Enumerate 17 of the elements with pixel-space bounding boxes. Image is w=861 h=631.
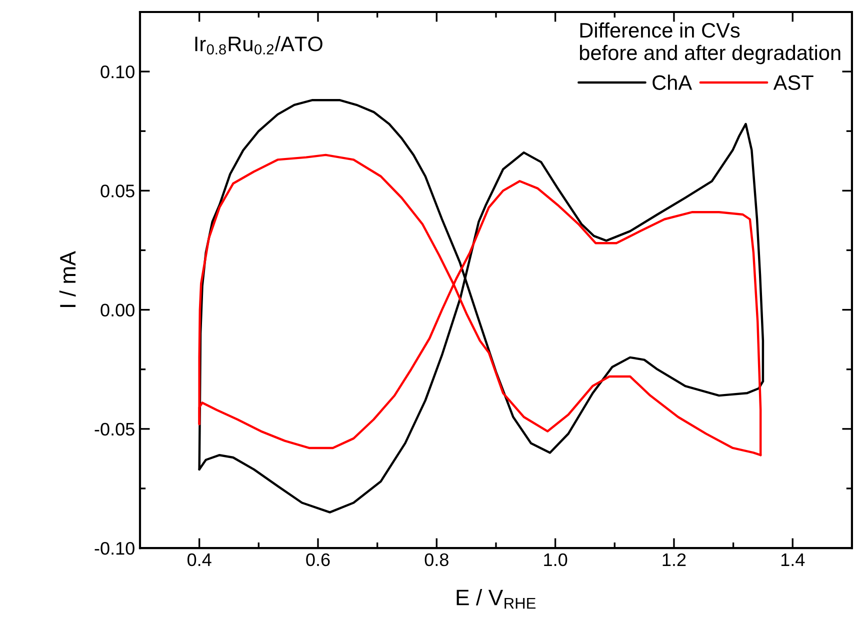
y-tick-label: 0.00	[100, 304, 134, 317]
x-tick-label: 1.4	[781, 554, 805, 566]
annotation: Ir$_{0.8}$Ru$_{0.2}$/ATO	[195, 36, 322, 55]
x-tick-label: 1.2	[662, 553, 686, 566]
legend-label: AST	[773, 75, 814, 90]
x-tick-label: 0.4	[187, 553, 212, 566]
legend-title: Difference in CVs before and after degradation	[580, 22, 840, 64]
y-tick-label: 0.10	[100, 65, 134, 78]
y-tick-label: -0.10	[94, 542, 134, 555]
y-tick-label: -0.05	[94, 422, 134, 436]
x-tick-label: 0.6	[306, 553, 330, 566]
x-tick-label: 1.0	[544, 553, 568, 566]
x-tick-label: 0.8	[424, 553, 448, 566]
y-axis-title: I / mA	[59, 251, 76, 307]
y-tick-label: 0.05	[100, 184, 134, 198]
x-axis-title: E / V$_{RHE}$	[456, 589, 536, 609]
legend-label: ChA	[652, 74, 692, 90]
